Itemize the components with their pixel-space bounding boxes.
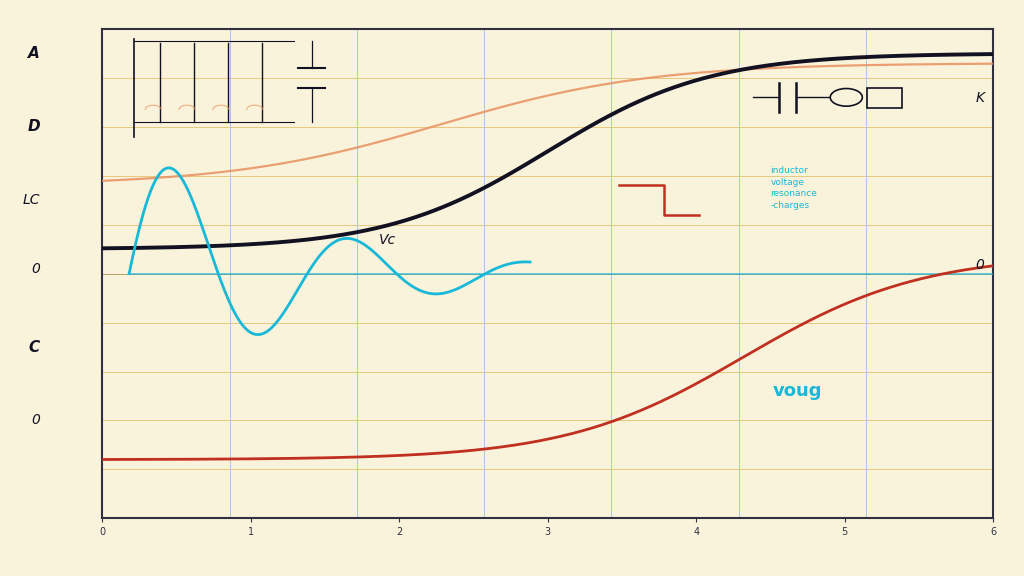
- Text: voug: voug: [772, 382, 822, 400]
- Text: K: K: [975, 91, 984, 105]
- Text: Vc: Vc: [379, 233, 396, 247]
- Text: 0: 0: [31, 262, 40, 276]
- Text: C: C: [29, 339, 40, 355]
- FancyBboxPatch shape: [866, 88, 901, 108]
- Text: 0: 0: [976, 257, 984, 272]
- Text: LC: LC: [23, 193, 40, 207]
- Text: D: D: [28, 119, 40, 134]
- Text: 0: 0: [31, 414, 40, 427]
- Circle shape: [830, 89, 862, 106]
- Text: A: A: [29, 46, 40, 61]
- Text: inductor
voltage
resonance
-charges: inductor voltage resonance -charges: [771, 166, 817, 210]
